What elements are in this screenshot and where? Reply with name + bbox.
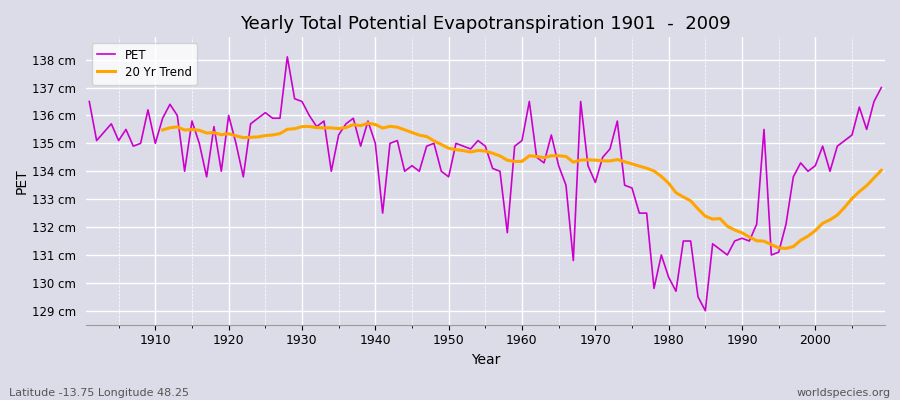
PET xyxy=(84,99,94,104)
20 Yr Trend xyxy=(517,159,527,164)
PET xyxy=(356,144,366,148)
Line: PET: PET xyxy=(89,57,881,311)
PET xyxy=(524,99,535,104)
Y-axis label: PET: PET xyxy=(15,168,29,194)
Text: Latitude -13.75 Longitude 48.25: Latitude -13.75 Longitude 48.25 xyxy=(9,388,189,398)
20 Yr Trend xyxy=(304,124,315,129)
Legend: PET, 20 Yr Trend: PET, 20 Yr Trend xyxy=(92,43,197,84)
20 Yr Trend xyxy=(605,158,616,163)
PET xyxy=(311,124,322,129)
PET xyxy=(612,119,623,124)
PET xyxy=(517,138,527,143)
Line: 20 Yr Trend: 20 Yr Trend xyxy=(163,123,881,248)
X-axis label: Year: Year xyxy=(471,353,500,367)
20 Yr Trend xyxy=(348,122,359,127)
20 Yr Trend xyxy=(509,159,520,164)
Title: Yearly Total Potential Evapotranspiration 1901  -  2009: Yearly Total Potential Evapotranspiratio… xyxy=(240,15,731,33)
Text: worldspecies.org: worldspecies.org xyxy=(796,388,891,398)
PET xyxy=(700,308,711,313)
PET xyxy=(142,108,153,112)
PET xyxy=(876,85,886,90)
20 Yr Trend xyxy=(876,168,886,173)
PET xyxy=(282,54,292,59)
